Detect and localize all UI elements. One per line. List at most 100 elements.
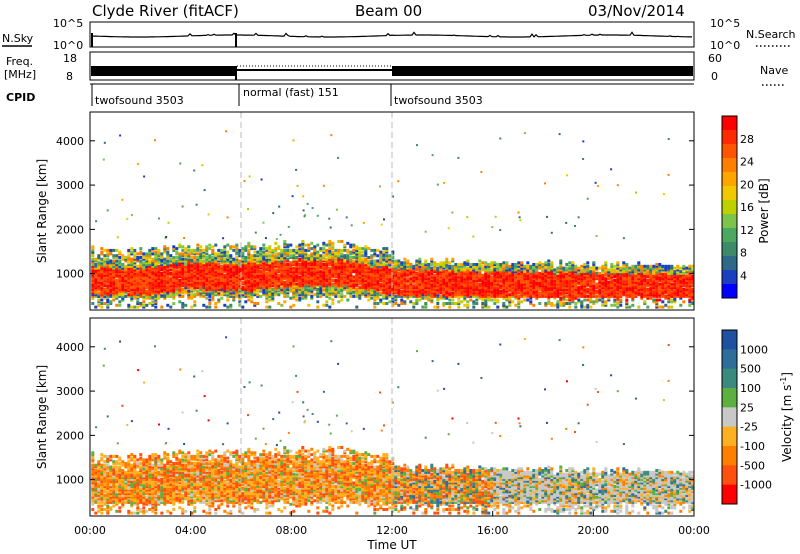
power-echo-cell: [625, 280, 629, 284]
power-echo-cell: [373, 270, 377, 274]
power-echo-cell: [451, 286, 455, 290]
freq-frame: [89, 51, 695, 81]
power-echo-cell: [139, 286, 143, 290]
power-echo-cell: [373, 282, 377, 286]
power-echo-cell: [340, 273, 344, 277]
power-echo-cell: [172, 287, 176, 291]
power-echo-cell: [409, 286, 413, 290]
power-echo-cell: [109, 266, 113, 270]
power-echo-cell: [586, 291, 590, 295]
power-echo-cell: [469, 280, 473, 284]
power-echo-cell: [274, 241, 278, 245]
power-echo-cell: [214, 252, 218, 256]
power-echo-cell: [271, 268, 275, 272]
power-echo-cell: [568, 279, 572, 282]
power-echo-cell: [271, 294, 275, 298]
power-echo-cell: [334, 256, 338, 259]
power-echo-cell: [166, 279, 170, 282]
power-echo-cell: [328, 257, 332, 261]
power-echo-cell: [322, 243, 326, 247]
power-echo-cell: [409, 270, 413, 274]
power-echo-cell: [325, 263, 329, 266]
power-echo-cell: [277, 302, 281, 305]
power-echo-cell: [553, 291, 557, 295]
power-echo-cell: [493, 291, 497, 295]
power-echo-cell: [220, 289, 224, 293]
power-echo-cell: [364, 282, 368, 286]
velocity-echo-cell: [94, 472, 98, 476]
power-echo-cell: [100, 257, 104, 261]
power-echo-cell: [388, 294, 392, 298]
power-echo-cell: [355, 261, 359, 265]
power-echo-cell: [352, 250, 356, 254]
power-echo-cell: [367, 284, 371, 288]
power-echo-cell: [148, 261, 152, 265]
power-echo-cell: [217, 270, 221, 274]
power-echo-cell: [151, 261, 155, 265]
power-echo-cell: [301, 279, 305, 282]
power-echo-cell: [406, 259, 410, 263]
power-echo-cell: [262, 243, 266, 247]
power-echo-cell: [553, 303, 557, 307]
power-echo-cell: [454, 273, 458, 277]
power-echo-cell: [115, 271, 119, 275]
power-echo-cell: [238, 282, 242, 286]
power-echo-cell: [607, 287, 611, 291]
power-echo-cell: [457, 156, 460, 159]
power-echo-cell: [217, 273, 221, 277]
power-echo-cell: [481, 282, 485, 286]
power-echo-cell: [358, 273, 362, 277]
power-echo-cell: [391, 277, 395, 281]
power-echo-cell: [391, 287, 395, 291]
power-echo-cell: [415, 293, 419, 297]
power-echo-cell: [409, 268, 413, 272]
power-echo-cell: [394, 271, 398, 275]
power-echo-cell: [634, 289, 638, 293]
power-echo-cell: [535, 273, 539, 277]
power-echo-cell: [337, 275, 341, 279]
power-echo-cell: [235, 275, 239, 279]
power-echo-cell: [337, 240, 341, 243]
power-echo-cell: [382, 247, 386, 251]
power-echo-cell: [331, 243, 335, 247]
power-echo-cell: [658, 284, 662, 288]
power-echo-cell: [250, 264, 254, 268]
power-echo-cell: [157, 284, 161, 288]
power-echo-cell: [136, 270, 140, 274]
power-echo-cell: [550, 261, 554, 265]
power-echo-cell: [535, 271, 539, 275]
power-echo-cell: [112, 261, 116, 265]
power-echo-cell: [304, 257, 308, 261]
power-echo-cell: [508, 277, 512, 281]
power-echo-cell: [637, 289, 641, 293]
power-echo-cell: [232, 287, 236, 291]
power-echo-cell: [223, 280, 227, 284]
power-echo-cell: [400, 277, 404, 281]
power-echo-cell: [547, 273, 551, 277]
power-echo-cell: [430, 261, 434, 265]
power-echo-cell: [520, 291, 524, 295]
power-echo-cell: [139, 266, 143, 270]
power-echo-cell: [91, 266, 95, 270]
power-echo-cell: [127, 280, 131, 284]
power-echo-cell: [418, 264, 422, 268]
power-echo-cell: [181, 270, 185, 274]
power-echo-cell: [607, 296, 611, 300]
power-echo-cell: [163, 266, 167, 270]
power-echo-cell: [391, 286, 395, 290]
power-echo-cell: [376, 248, 380, 252]
power-echo-cell: [466, 263, 470, 266]
power-echo-cell: [430, 282, 434, 286]
power-echo-cell: [346, 264, 350, 268]
power-echo-cell: [520, 284, 524, 288]
power-echo-cell: [142, 293, 146, 297]
power-echo-cell: [283, 245, 287, 249]
velocity-echo-cell: [91, 497, 95, 501]
power-echo-cell: [154, 257, 158, 261]
power-echo-cell: [142, 300, 146, 304]
power-echo-cell: [529, 287, 533, 291]
power-echo-cell: [502, 271, 506, 275]
power-echo-cell: [247, 208, 249, 211]
power-echo-cell: [184, 263, 188, 266]
power-echo-cell: [115, 291, 119, 295]
